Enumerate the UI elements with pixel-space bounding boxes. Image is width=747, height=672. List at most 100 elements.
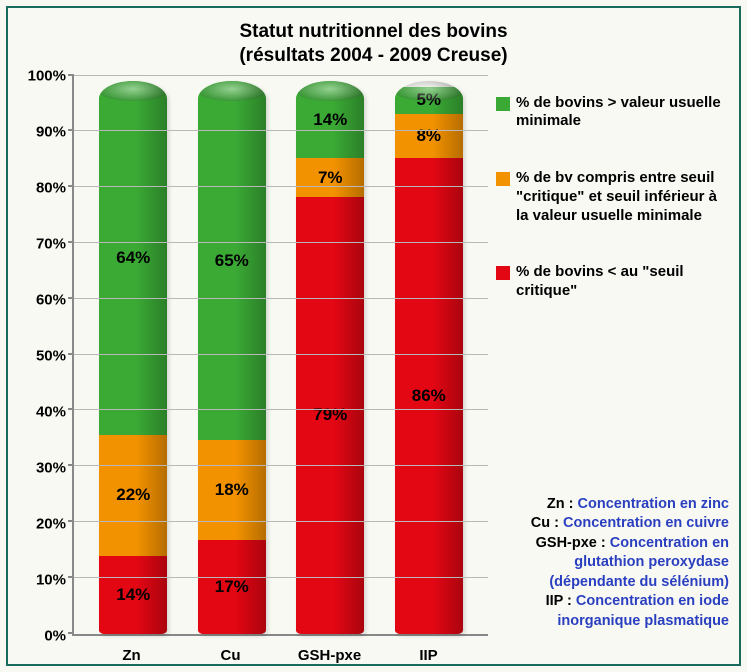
y-axis: 0%10%20%30%40%50%60%70%80%90%100% [18, 76, 72, 636]
segment-above: 14% [296, 81, 364, 158]
segment-between: 7% [296, 158, 364, 197]
legend-text-above: % de bovins > valeur usuelle minimale [516, 94, 729, 132]
legend: % de bovins > valeur usuelle minimale % … [496, 94, 729, 301]
segment-between: 18% [198, 440, 266, 539]
bar-Cu: 17% 18% 65% [198, 81, 266, 633]
y-tick-label: 50% [36, 347, 66, 364]
tick-mark [68, 185, 74, 187]
y-tick-label: 60% [36, 291, 66, 308]
swatch-between [496, 172, 510, 186]
segment-label: 14% [116, 585, 150, 605]
y-tick-label: 90% [36, 123, 66, 140]
gridline [74, 465, 488, 466]
segment-label: 17% [215, 577, 249, 597]
segment-critical: 79% [296, 197, 364, 633]
tick-mark [68, 241, 74, 243]
segment-label: 79% [313, 405, 347, 425]
y-tick-label: 0% [44, 627, 66, 644]
segment-label: 22% [116, 485, 150, 505]
gridline [74, 298, 488, 299]
gridline [74, 242, 488, 243]
gridline [74, 521, 488, 522]
legend-item-critical: % de bovins < au "seuil critique" [496, 263, 729, 301]
y-tick-label: 30% [36, 459, 66, 476]
x-axis-labels: Zn Cu GSH-pxe IIP [72, 647, 488, 664]
swatch-above [496, 97, 510, 111]
chart-row: 0%10%20%30%40%50%60%70%80%90%100% 14%22%… [18, 76, 729, 636]
tick-mark [68, 464, 74, 466]
definition-line: GSH-pxe : Concentration en glutathion pe… [496, 534, 729, 593]
swatch-critical [496, 266, 510, 280]
bar-GSH-pxe: 79% 7% 14% [296, 81, 364, 633]
title-line-2: (résultats 2004 - 2009 Creuse) [239, 45, 507, 66]
tick-mark [68, 353, 74, 355]
right-column: % de bovins > valeur usuelle minimale % … [488, 76, 729, 636]
x-label: GSH-pxe [294, 647, 366, 664]
bar-column: 86% 8% 5% [393, 76, 465, 634]
chart-title: Statut nutritionnel des bovins (résultat… [18, 20, 729, 68]
segment-between: 22% [99, 435, 167, 557]
definition-term: GSH-pxe : [536, 535, 610, 551]
gridline [74, 577, 488, 578]
y-tick-label: 20% [36, 515, 66, 532]
segment-between: 8% [395, 114, 463, 158]
segment-critical: 14% [99, 556, 167, 633]
tick-mark [68, 74, 74, 76]
definition-line: Zn : Concentration en zinc [496, 495, 729, 515]
tick-mark [68, 520, 74, 522]
tick-mark [68, 632, 74, 634]
segment-critical: 17% [198, 540, 266, 634]
legend-text-between: % de bv compris entre seuil "critique" e… [516, 169, 729, 225]
tick-mark [68, 576, 74, 578]
definitions: Zn : Concentration en zincCu : Concentra… [496, 495, 729, 636]
legend-text-critical: % de bovins < au "seuil critique" [516, 263, 729, 301]
title-line-1: Statut nutritionnel des bovins [239, 21, 507, 42]
bars-container: 14% 22% 64% 17% 18% 65% 79% 7% 14% 86% 8% 5% [74, 76, 488, 634]
y-tick-label: 70% [36, 235, 66, 252]
definition-term: Cu : [531, 515, 563, 531]
chart-frame: Statut nutritionnel des bovins (résultat… [6, 6, 741, 666]
bar-column: 79% 7% 14% [294, 76, 366, 634]
bar-column: 17% 18% 65% [196, 76, 268, 634]
x-label: Zn [96, 647, 168, 664]
definition-term: IIP : [546, 593, 576, 609]
y-tick-label: 40% [36, 403, 66, 420]
legend-item-above: % de bovins > valeur usuelle minimale [496, 94, 729, 132]
gridline [74, 75, 488, 76]
y-tick-label: 100% [28, 67, 66, 84]
tick-mark [68, 297, 74, 299]
chart-area: 0%10%20%30%40%50%60%70%80%90%100% 14%22%… [18, 76, 488, 636]
segment-label: 5% [416, 90, 441, 110]
definition-desc: Concentration en zinc [578, 496, 729, 512]
y-tick-label: 80% [36, 179, 66, 196]
segment-label: 14% [313, 110, 347, 130]
gridline [74, 130, 488, 131]
segment-label: 86% [412, 386, 446, 406]
definition-line: IIP : Concentration en iode inorganique … [496, 592, 729, 631]
plot-area: 14% 22% 64% 17% 18% 65% 79% 7% 14% 86% 8% 5% [72, 76, 488, 636]
segment-label: 7% [318, 168, 343, 188]
gridline [74, 409, 488, 410]
x-label: Cu [195, 647, 267, 664]
segment-critical: 86% [395, 158, 463, 633]
segment-above: 5% [395, 87, 463, 115]
definition-desc: Concentration en cuivre [563, 515, 729, 531]
bar-column: 14% 22% 64% [97, 76, 169, 634]
segment-label: 65% [215, 251, 249, 271]
definition-desc: Concentration en iode inorganique plasma… [557, 593, 729, 629]
segment-label: 64% [116, 248, 150, 268]
gridline [74, 354, 488, 355]
gridline [74, 186, 488, 187]
definition-term: Zn : [547, 496, 578, 512]
bar-Zn: 14% 22% 64% [99, 81, 167, 633]
segment-above: 64% [99, 81, 167, 435]
tick-mark [68, 408, 74, 410]
bar-IIP: 86% 8% 5% [395, 81, 463, 633]
tick-mark [68, 129, 74, 131]
definition-line: Cu : Concentration en cuivre [496, 514, 729, 534]
x-label: IIP [393, 647, 465, 664]
legend-item-between: % de bv compris entre seuil "critique" e… [496, 169, 729, 225]
y-tick-label: 10% [36, 571, 66, 588]
segment-label: 18% [215, 480, 249, 500]
segment-above: 65% [198, 81, 266, 440]
